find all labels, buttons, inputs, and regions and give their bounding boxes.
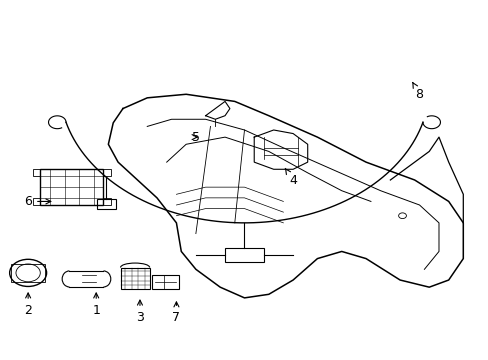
Text: 6: 6: [24, 195, 51, 208]
Text: 5: 5: [191, 131, 200, 144]
Text: 1: 1: [92, 293, 100, 317]
Text: 8: 8: [412, 82, 423, 101]
Bar: [103, 198, 111, 205]
Bar: [224, 248, 264, 262]
Bar: [11, 264, 45, 282]
Text: 3: 3: [136, 300, 143, 324]
Text: 2: 2: [24, 293, 32, 317]
Bar: [40, 169, 103, 205]
Bar: [152, 275, 179, 289]
Bar: [96, 199, 116, 210]
Text: 7: 7: [172, 302, 180, 324]
Bar: [103, 169, 111, 176]
Text: 4: 4: [285, 168, 296, 186]
Bar: [33, 169, 40, 176]
Bar: [120, 267, 149, 289]
Bar: [33, 198, 40, 205]
